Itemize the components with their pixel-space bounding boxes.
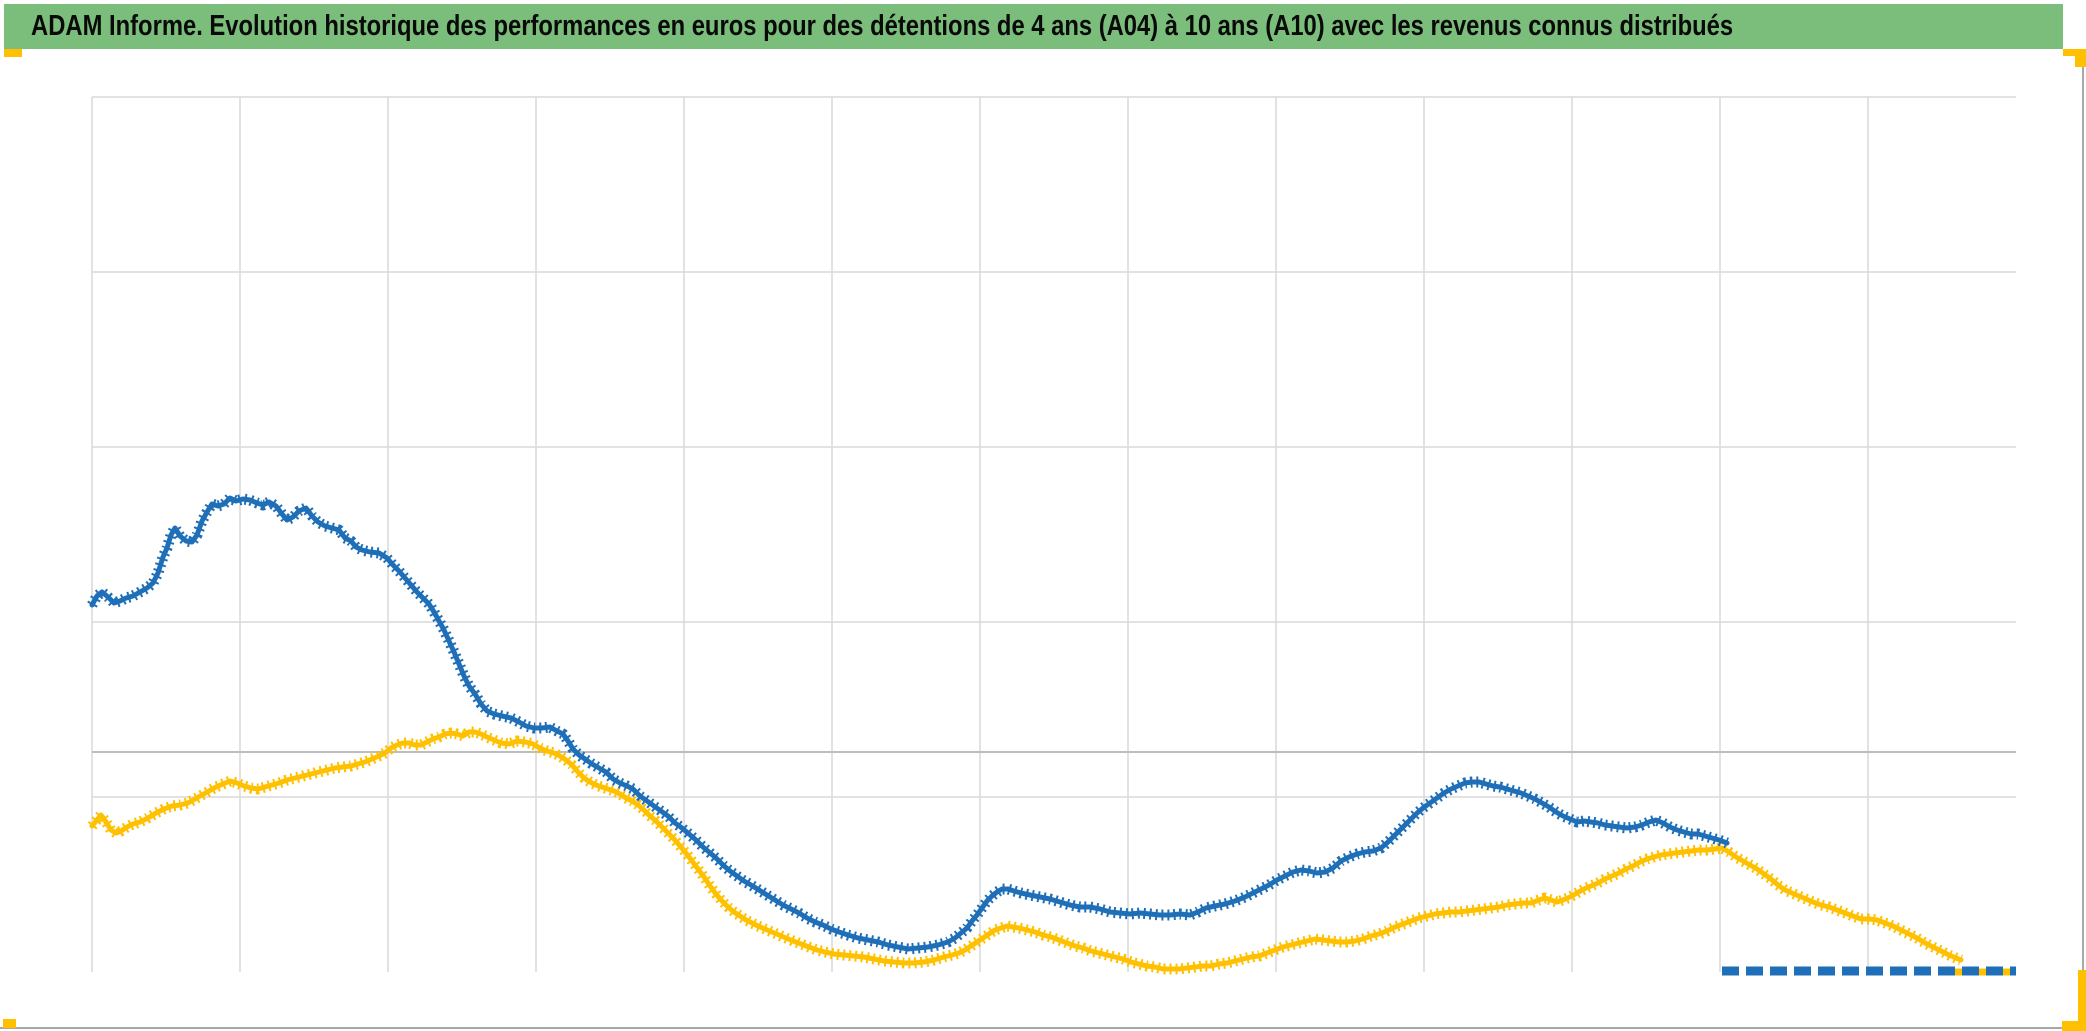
report-title: ADAM Informe. Evolution historique des p…	[31, 10, 1734, 42]
window-border-right	[2082, 58, 2084, 1031]
corner-accent-bottom-right-horizontal	[2062, 1021, 2086, 1031]
corner-accent-top-right-vertical	[2075, 49, 2086, 67]
corner-accent-bottom-right-vertical	[2078, 970, 2086, 1031]
report-header: ADAM Informe. Evolution historique des p…	[4, 4, 2063, 49]
corner-accent-bottom-left	[3, 1019, 16, 1028]
corner-accent-top-left	[4, 49, 22, 57]
window-border-bottom	[0, 1027, 2086, 1029]
corner-accent-top-right-horizontal	[2063, 49, 2086, 56]
